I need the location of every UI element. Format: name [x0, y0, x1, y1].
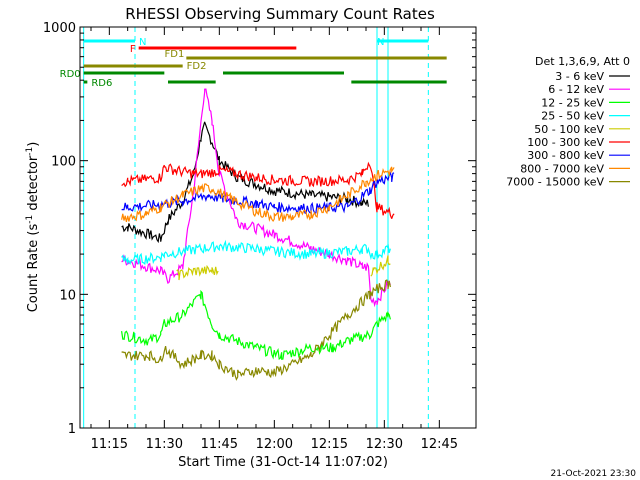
flag-label-2: F: [130, 44, 136, 55]
y-axis-ticks: 1 10 100 1000: [43, 21, 476, 437]
x-tick-label-0: 11:15: [91, 437, 128, 452]
x-axis-ticks: 11:15 11:30 11:45 12:00 12:15 12:30 12:45: [90, 27, 458, 452]
series-line-7: [121, 166, 395, 223]
series-line-4: [176, 255, 391, 281]
chart-title: RHESSI Observing Summary Count Rates: [125, 5, 435, 23]
series-line-2: [121, 289, 391, 360]
y-tick-label-2: 100: [51, 155, 76, 170]
vertical-markers: [83, 27, 429, 428]
plot-frame: [79, 26, 477, 429]
x-tick-label-2: 11:45: [201, 437, 238, 452]
legend-label-6: 300 - 800 keV: [527, 149, 604, 162]
legend-header: Det 1,3,6,9, Att 0: [535, 55, 630, 68]
flag-label-3: FD1: [165, 49, 185, 60]
x-tick-label-3: 12:00: [256, 437, 293, 452]
x-tick-label-4: 12:15: [311, 437, 348, 452]
legend-label-0: 3 - 6 keV: [555, 70, 604, 83]
series-line-6: [121, 171, 395, 216]
legend-label-3: 25 - 50 keV: [541, 110, 604, 123]
legend-label-5: 100 - 300 keV: [527, 136, 604, 149]
flag-label-6: RD6: [91, 78, 112, 89]
x-tick-label-6: 12:45: [421, 437, 458, 452]
legend-label-1: 6 - 12 keV: [548, 83, 604, 96]
timestamp-footer: 21-Oct-2021 23:30: [551, 469, 637, 479]
series-line-1: [121, 88, 391, 308]
flag-label-5: RD0: [60, 69, 81, 80]
y-tick-label-1: 10: [59, 288, 76, 303]
series-line-8: [121, 279, 391, 381]
y-axis-label: Count Rate (s-1 detector-1): [25, 142, 41, 313]
flag-label-4: FD2: [187, 61, 207, 72]
series-lines: [121, 88, 395, 381]
series-line-5: [121, 161, 395, 219]
legend-label-2: 12 - 25 keV: [541, 96, 604, 109]
x-axis-label: Start Time (31-Oct-14 11:07:02): [178, 455, 388, 470]
legend-label-4: 50 - 100 keV: [534, 123, 604, 136]
y-tick-label-0: 1: [68, 422, 76, 437]
flag-label-0: N: [139, 37, 146, 48]
flag-label-1: N: [377, 37, 384, 48]
x-tick-label-1: 11:30: [146, 437, 183, 452]
y-tick-label-3: 1000: [43, 21, 76, 36]
legend-label-8: 7000 - 15000 keV: [506, 176, 604, 189]
legend-label-7: 800 - 7000 keV: [520, 162, 604, 175]
x-tick-label-5: 12:30: [366, 437, 403, 452]
series-line-3: [121, 239, 391, 266]
